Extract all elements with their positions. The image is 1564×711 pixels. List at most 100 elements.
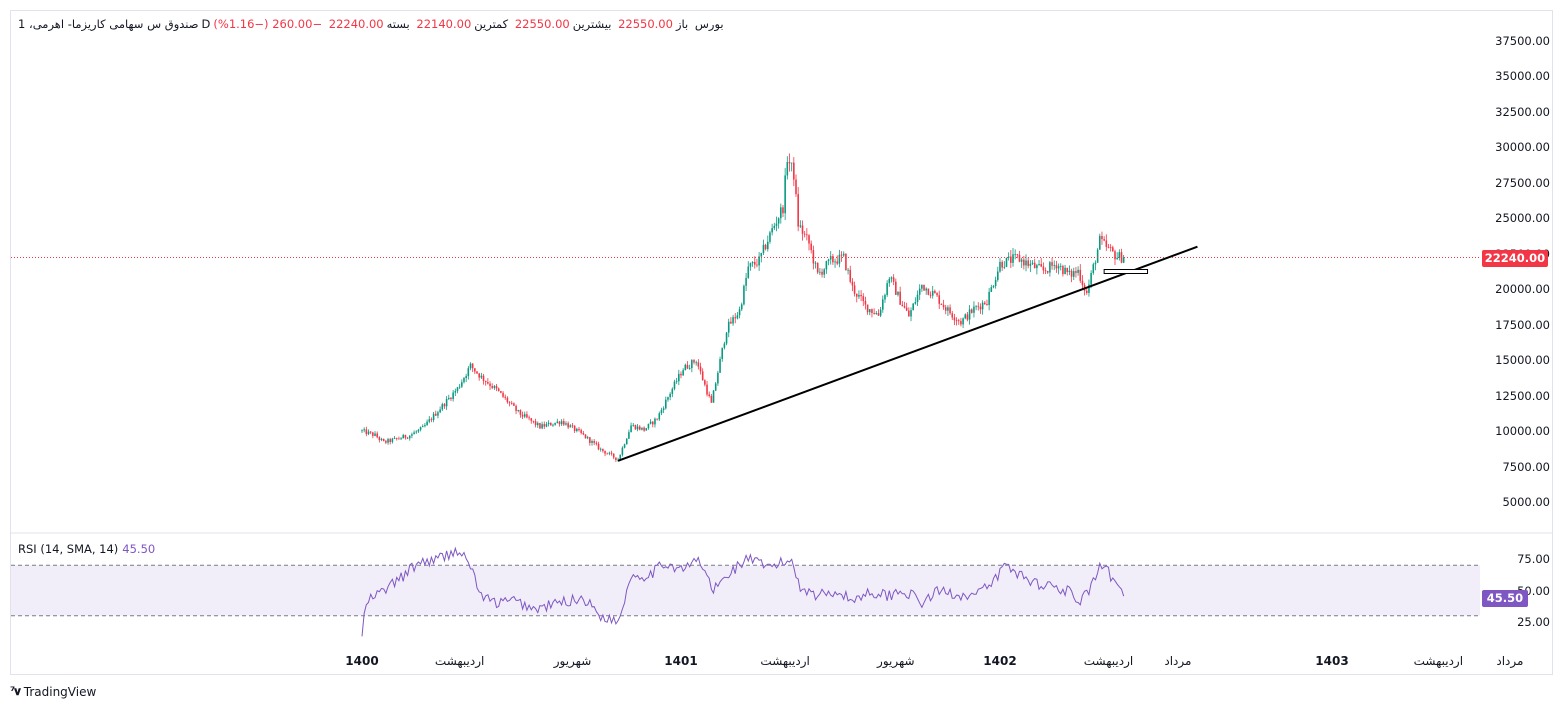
candle-body: [738, 309, 741, 316]
candle-body: [567, 423, 569, 428]
candle-body: [634, 425, 637, 430]
candle-body: [688, 368, 691, 369]
candle-body: [855, 293, 858, 297]
candle-body: [710, 396, 713, 403]
candle-body: [643, 427, 645, 431]
time-tick-label: مرداد: [1164, 654, 1192, 668]
candle-body: [981, 302, 984, 310]
candle-body: [491, 386, 493, 388]
candle-body: [699, 366, 702, 372]
candle-body: [508, 402, 511, 404]
time-tick-label: مرداد: [1496, 654, 1524, 668]
candle-body: [1005, 257, 1008, 267]
candle-body: [925, 288, 927, 291]
candle-body: [402, 435, 405, 439]
candle-body: [426, 421, 428, 426]
candle-body: [697, 362, 700, 367]
candle-body: [608, 452, 611, 454]
tradingview-logo-icon: ⁷𝐯: [10, 684, 21, 698]
candle-body: [593, 441, 595, 443]
candle-body: [408, 435, 411, 439]
candle-body: [495, 386, 498, 389]
time-tick-label: اردیبهشت: [760, 654, 810, 668]
candle-body: [975, 306, 977, 308]
candle-body: [992, 286, 995, 288]
candle-body: [363, 429, 365, 431]
candle-body: [927, 288, 930, 295]
candle-body: [736, 315, 739, 319]
candle-body: [656, 418, 658, 420]
chart-frame: [10, 10, 1553, 675]
candle-body: [506, 397, 509, 403]
candle-body: [949, 307, 951, 314]
candle-body: [478, 373, 480, 378]
low-value: 22140.00: [416, 17, 472, 31]
candle-body: [667, 397, 669, 400]
candle-body: [372, 432, 374, 436]
candle-body: [680, 373, 682, 376]
brand-text: TradingView: [23, 684, 97, 699]
rsi-polyline: [361, 546, 1125, 637]
candle-body: [675, 381, 678, 382]
symbol-name[interactable]: صندوق س سهامی کاریزما- اهرمی، 1: [18, 17, 199, 31]
candle-body: [528, 417, 530, 419]
symbol-legend: صندوق س سهامی کاریزما- اهرمی، 1 D بورس باز…: [18, 16, 727, 32]
exchange: بورس: [694, 17, 724, 31]
candle-body: [658, 413, 661, 420]
rsi-tick-label: 75.00: [1517, 552, 1550, 566]
candle-body: [382, 438, 385, 441]
candle-body: [864, 301, 867, 305]
candle-body: [456, 387, 459, 392]
candle-body: [747, 266, 750, 278]
candle-body: [849, 269, 852, 282]
rsi-label[interactable]: RSI (14, SMA, 14): [18, 542, 119, 556]
candle-body: [602, 448, 604, 451]
candle-body: [751, 261, 754, 264]
candle-body: [790, 162, 793, 164]
candle-body: [823, 269, 826, 275]
time-tick-label: اردیبهشت: [1083, 654, 1134, 668]
candle-body: [517, 409, 520, 411]
candle-body: [684, 364, 687, 371]
candle-body: [539, 423, 541, 429]
candle-body: [510, 403, 513, 404]
candle-body: [886, 283, 888, 295]
candle-body: [858, 294, 860, 297]
candle-body: [589, 437, 591, 443]
candle-body: [541, 424, 543, 429]
candle-body: [853, 285, 856, 294]
candle-body: [1016, 254, 1019, 256]
candle-body: [434, 413, 437, 416]
candle-body: [1046, 270, 1049, 273]
candle-body: [389, 439, 392, 442]
candle-body: [951, 313, 954, 318]
candle-body: [615, 457, 617, 460]
candle-body: [944, 307, 947, 311]
candle-body: [780, 207, 782, 219]
trendline[interactable]: [617, 245, 1198, 462]
candle-body: [753, 261, 756, 265]
candle-body: [871, 309, 873, 313]
rsi-band: [11, 564, 1480, 617]
candle-body: [970, 309, 973, 313]
candle-body: [966, 314, 969, 320]
candle-body: [1064, 267, 1066, 275]
rsi-legend: RSI (14, SMA, 14) 45.50: [18, 541, 155, 557]
candle-body: [997, 271, 999, 280]
tradingview-brand[interactable]: ⁷𝐯 TradingView: [10, 684, 96, 699]
candle-body: [990, 287, 993, 292]
candle-body: [1001, 261, 1003, 268]
candle-body: [378, 437, 381, 440]
interval: D: [201, 17, 211, 31]
candle-body: [612, 453, 615, 458]
candle-body: [884, 294, 886, 300]
candle-body: [877, 313, 880, 316]
candle-body: [450, 397, 452, 400]
candle-body: [732, 317, 734, 324]
price-tick-label: 15000.00: [1495, 353, 1550, 368]
candle-body: [1036, 265, 1038, 269]
candle-body: [606, 453, 609, 455]
candle-body: [797, 194, 799, 227]
candle-body: [1114, 251, 1116, 260]
